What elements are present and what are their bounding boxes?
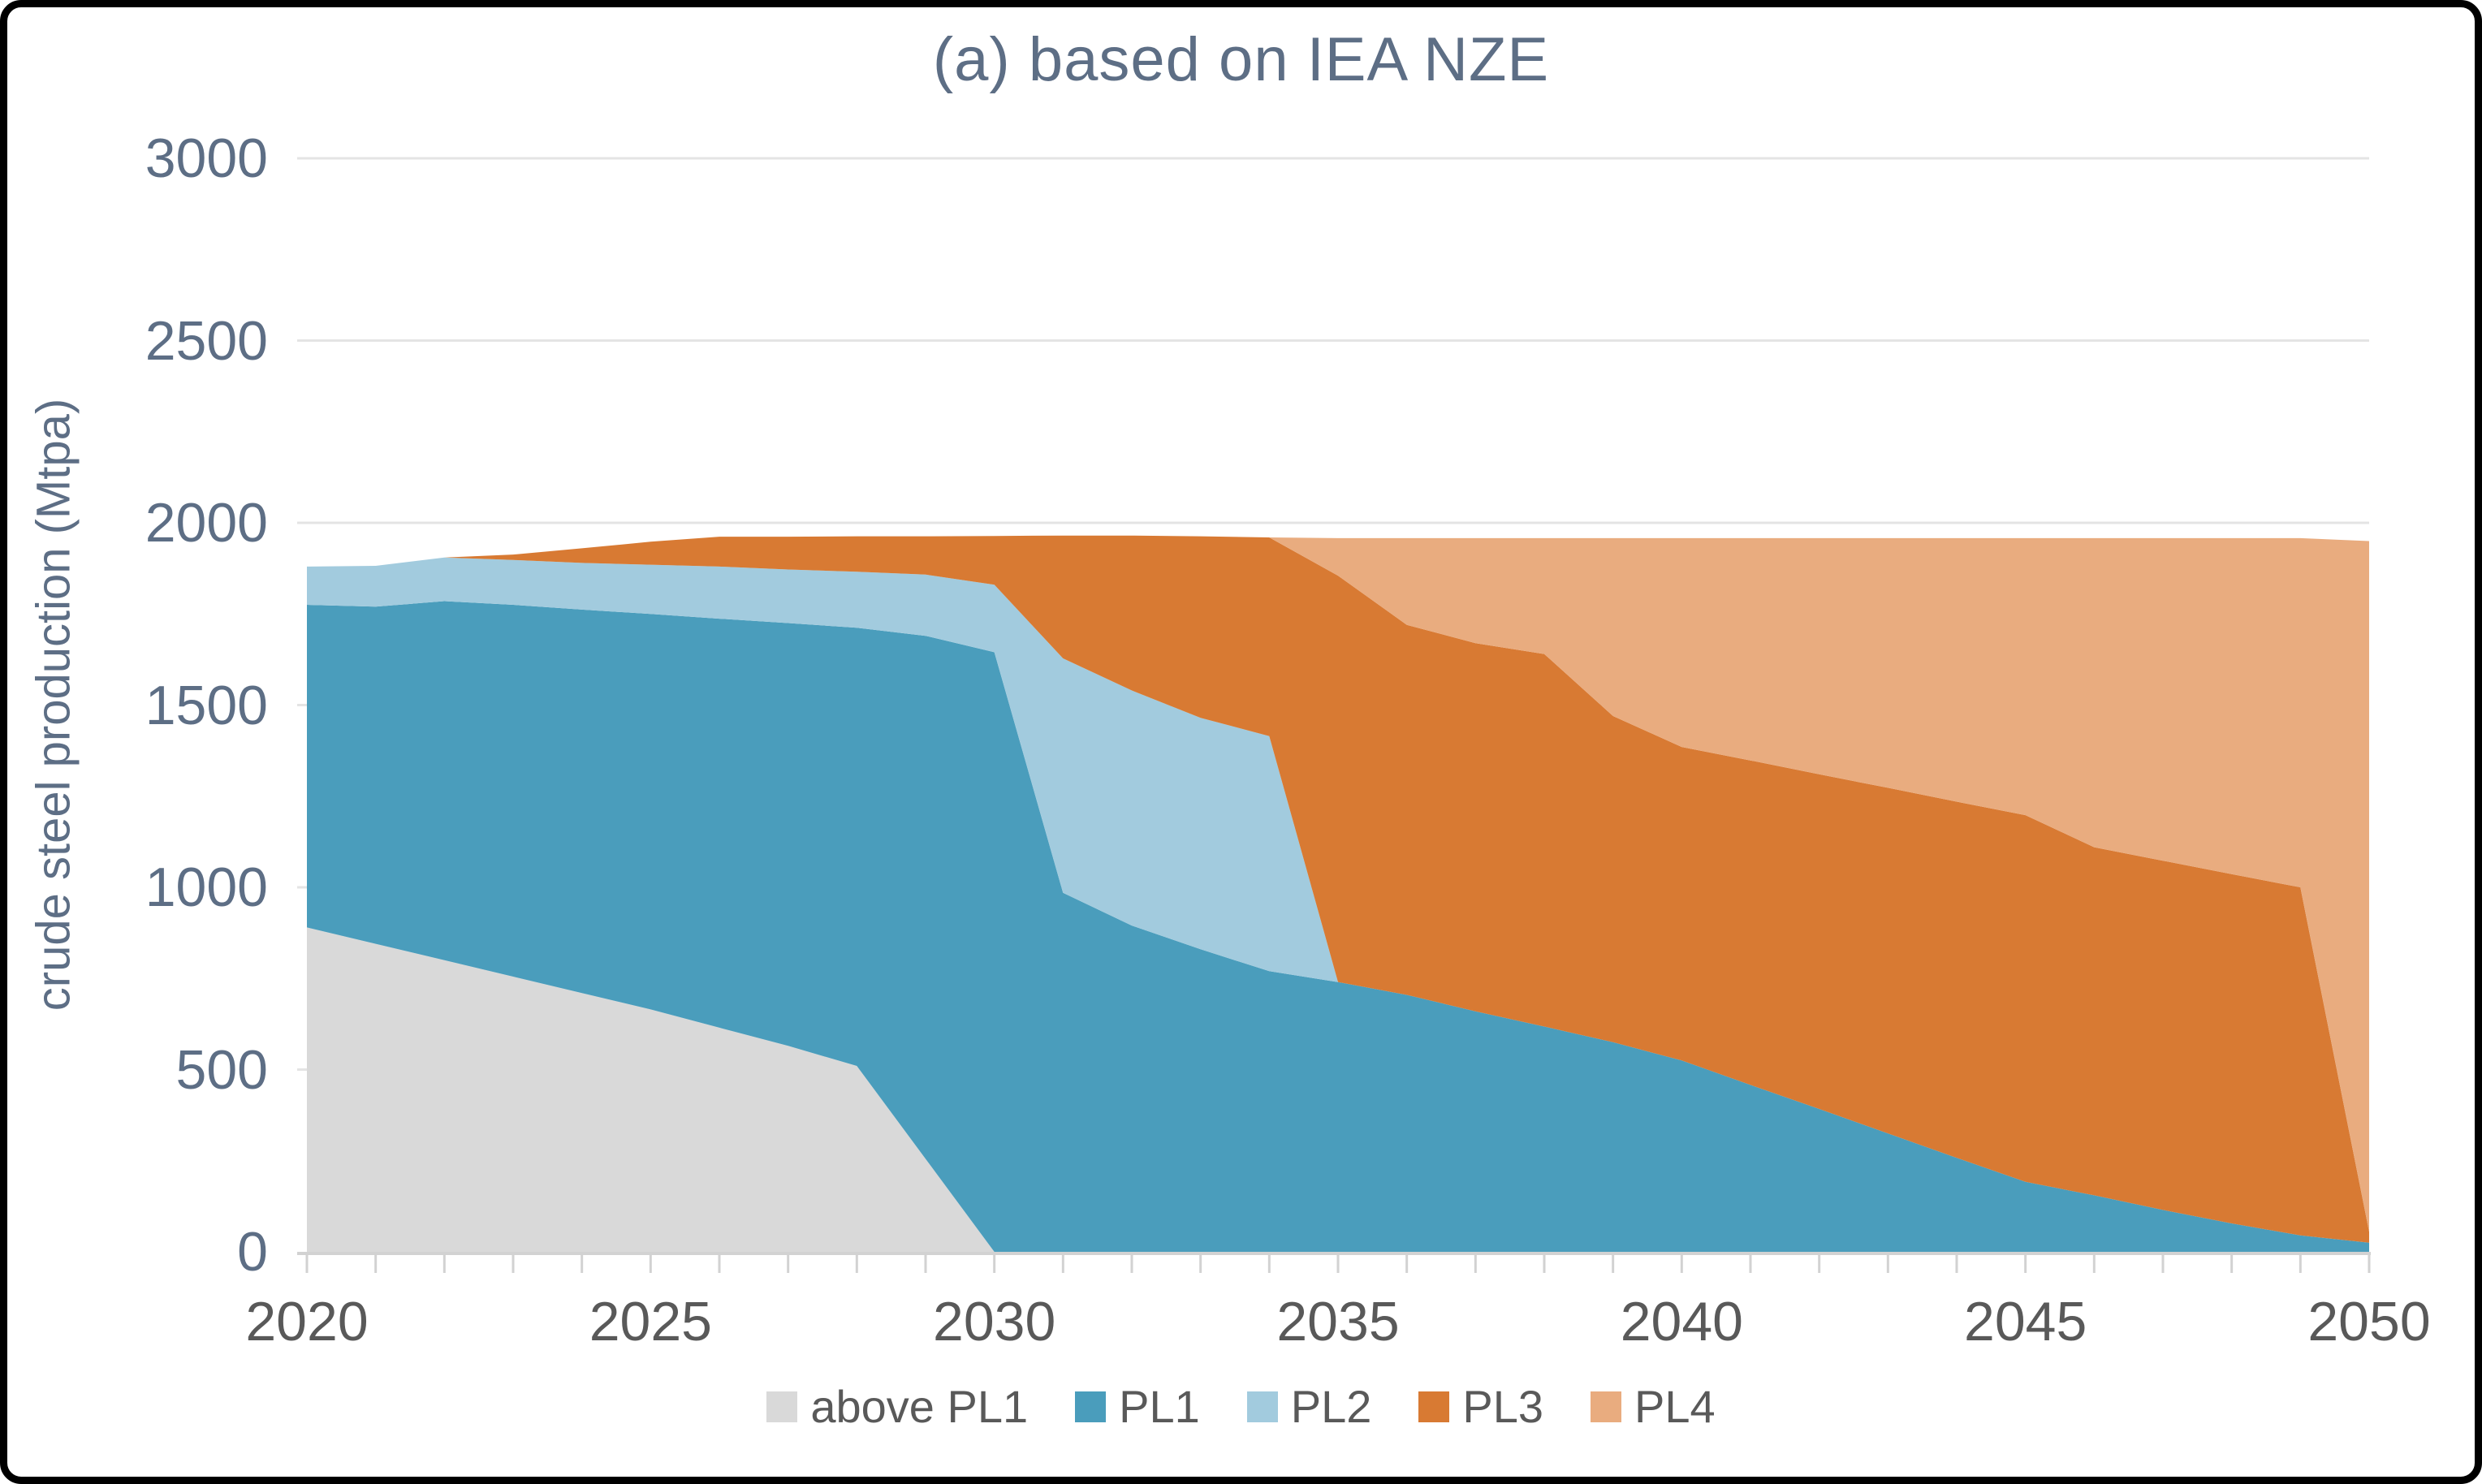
chart-title: (a) based on IEA NZE xyxy=(932,25,1550,94)
chart-legend: above PL1 PL1 PL2 PL3 PL4 xyxy=(0,1380,2482,1433)
area-above-PL1 xyxy=(307,927,2369,1252)
area-PL3 xyxy=(307,535,2369,1243)
legend-label: PL4 xyxy=(1634,1381,1716,1432)
legend-item-PL3: PL3 xyxy=(1418,1380,1543,1433)
x-tick-label-2040: 2040 xyxy=(1620,1291,1743,1352)
legend-label: PL1 xyxy=(1119,1381,1200,1432)
legend-label: PL2 xyxy=(1290,1381,1372,1432)
legend-swatch-icon xyxy=(1418,1391,1450,1422)
y-tick-label-1500: 1500 xyxy=(145,674,268,736)
legend-label: PL3 xyxy=(1462,1381,1544,1432)
legend-label: above PL1 xyxy=(810,1381,1029,1432)
x-tick-label-2020: 2020 xyxy=(245,1291,369,1352)
legend-item-PL1: PL1 xyxy=(1075,1380,1200,1433)
x-tick-label-2030: 2030 xyxy=(933,1291,1056,1352)
x-tick-label-2025: 2025 xyxy=(589,1291,712,1352)
x-tick-label-2035: 2035 xyxy=(1276,1291,1400,1352)
y-tick-label-0: 0 xyxy=(237,1221,268,1283)
y-tick-label-1000: 1000 xyxy=(145,856,268,918)
y-tick-label-2000: 2000 xyxy=(145,492,268,554)
legend-item-PL4: PL4 xyxy=(1591,1380,1716,1433)
legend-swatch-icon xyxy=(1246,1391,1278,1422)
area-PL4 xyxy=(307,535,2369,1232)
y-tick-label-500: 500 xyxy=(175,1038,268,1101)
x-tick-label-2045: 2045 xyxy=(1964,1291,2087,1352)
legend-item-PL2: PL2 xyxy=(1246,1380,1372,1433)
area-PL1 xyxy=(307,601,2369,1252)
x-tick-label-2050: 2050 xyxy=(2307,1291,2431,1352)
legend-item-above-PL1: above PL1 xyxy=(766,1380,1028,1433)
y-tick-label-3000: 3000 xyxy=(145,127,268,189)
legend-swatch-icon xyxy=(1591,1391,1622,1422)
y-tick-label-2500: 2500 xyxy=(145,309,268,372)
legend-swatch-icon xyxy=(1075,1391,1107,1422)
legend-swatch-icon xyxy=(766,1391,798,1422)
